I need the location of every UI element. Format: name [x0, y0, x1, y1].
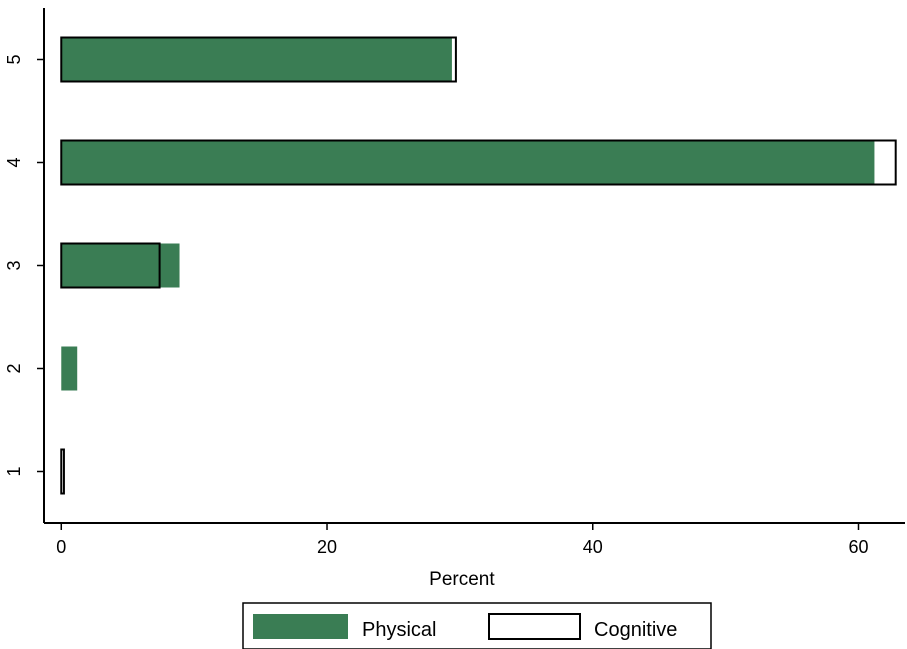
bar-cognitive-3	[60, 242, 161, 289]
bar-physical-4	[61, 140, 875, 185]
bar-cognitive-4	[60, 139, 897, 186]
bar-physical-5	[61, 37, 452, 82]
legend-label-physical: Physical	[362, 619, 436, 641]
bar-cognitive-1	[60, 448, 65, 495]
y-tick-label-4: 4	[4, 157, 24, 167]
legend: Physical Cognitive	[242, 602, 712, 649]
bars-group	[60, 36, 897, 495]
y-tick-label-3: 3	[4, 260, 24, 270]
x-axis-title: Percent	[429, 569, 495, 590]
x-tick-label-60: 60	[848, 537, 868, 557]
legend-swatch-physical	[253, 614, 348, 639]
bar-physical-2	[61, 346, 78, 391]
x-tick-label-0: 0	[56, 537, 66, 557]
legend-swatch-cognitive	[488, 613, 581, 640]
bar-cognitive-5	[60, 36, 457, 83]
bar-physical-3	[61, 243, 180, 288]
y-tick-label-5: 5	[4, 54, 24, 64]
x-tick-label-40: 40	[583, 537, 603, 557]
y-tick-label-2: 2	[4, 363, 24, 373]
y-ticks: 1 2 3 4 5	[4, 54, 44, 477]
legend-label-cognitive: Cognitive	[594, 619, 677, 641]
x-tick-label-20: 20	[317, 537, 337, 557]
x-ticks: 0 20 40 60	[56, 523, 869, 557]
y-tick-label-1: 1	[4, 466, 24, 476]
